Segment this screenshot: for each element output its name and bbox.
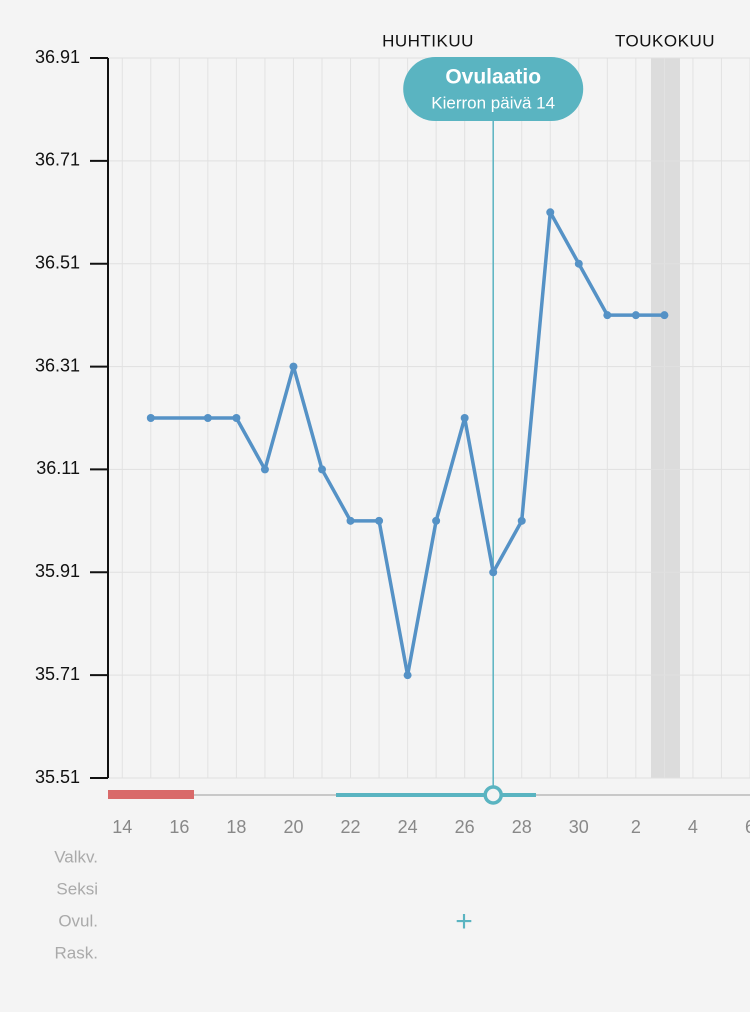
period-bar	[108, 790, 194, 799]
temperature-point	[375, 516, 384, 525]
temperature-point	[546, 208, 555, 217]
row-label: Ovul.	[58, 911, 98, 930]
temperature-point	[318, 465, 326, 474]
ovulation-badge	[403, 57, 584, 121]
x-tick-label: 6	[745, 817, 750, 837]
temperature-point	[517, 516, 526, 525]
y-tick-label: 35.71	[35, 664, 80, 684]
temperature-point	[489, 568, 498, 577]
temperature-point	[660, 311, 669, 320]
temperature-point	[260, 465, 269, 474]
x-tick-label: 2	[631, 817, 641, 837]
temperature-point	[203, 414, 212, 422]
x-tick-label: 16	[169, 817, 189, 837]
x-tick-label: 18	[226, 817, 246, 837]
fertile-bar	[336, 793, 536, 797]
temperature-point	[346, 516, 355, 525]
temperature-point	[432, 516, 441, 525]
month-label: TOUKOKUU	[615, 31, 715, 50]
y-tick-label: 36.11	[36, 458, 80, 478]
temperature-point	[603, 311, 612, 320]
y-tick-label: 36.31	[35, 355, 80, 375]
x-tick-label: 20	[283, 817, 303, 837]
temperature-line	[150, 210, 665, 677]
row-label: Seksi	[56, 879, 98, 898]
month-label: HUHTIKUU	[382, 31, 474, 50]
y-tick-label: 36.71	[35, 150, 80, 170]
row-label: Valkv.	[54, 847, 98, 866]
y-tick-label: 36.51	[35, 252, 80, 272]
y-tick-label: 35.51	[35, 767, 80, 787]
x-tick-label: 30	[569, 817, 589, 837]
y-tick-label: 36.91	[35, 47, 80, 67]
row-label: Rask.	[55, 943, 98, 962]
temperature-point	[289, 362, 298, 371]
temperature-point	[146, 414, 155, 422]
temperature-point	[460, 414, 469, 422]
add-ovulation[interactable]: +	[455, 905, 473, 938]
x-tick-label: 24	[398, 817, 418, 837]
ovulation-title: Ovulaatio	[445, 66, 541, 89]
temperature-point	[631, 311, 640, 320]
temperature-point	[232, 414, 241, 422]
temperature-point	[574, 259, 583, 268]
x-tick-label: 28	[512, 817, 532, 837]
today-column	[651, 58, 680, 778]
x-tick-label: 14	[112, 817, 132, 837]
x-tick-label: 26	[455, 817, 475, 837]
ovulation-handle	[483, 785, 503, 805]
y-tick-label: 35.91	[35, 561, 80, 581]
x-tick-label: 22	[341, 817, 361, 837]
ovulation-subtitle: Kierron päivä 14	[431, 93, 555, 112]
temperature-point	[403, 671, 412, 680]
x-tick-label: 4	[688, 817, 698, 837]
